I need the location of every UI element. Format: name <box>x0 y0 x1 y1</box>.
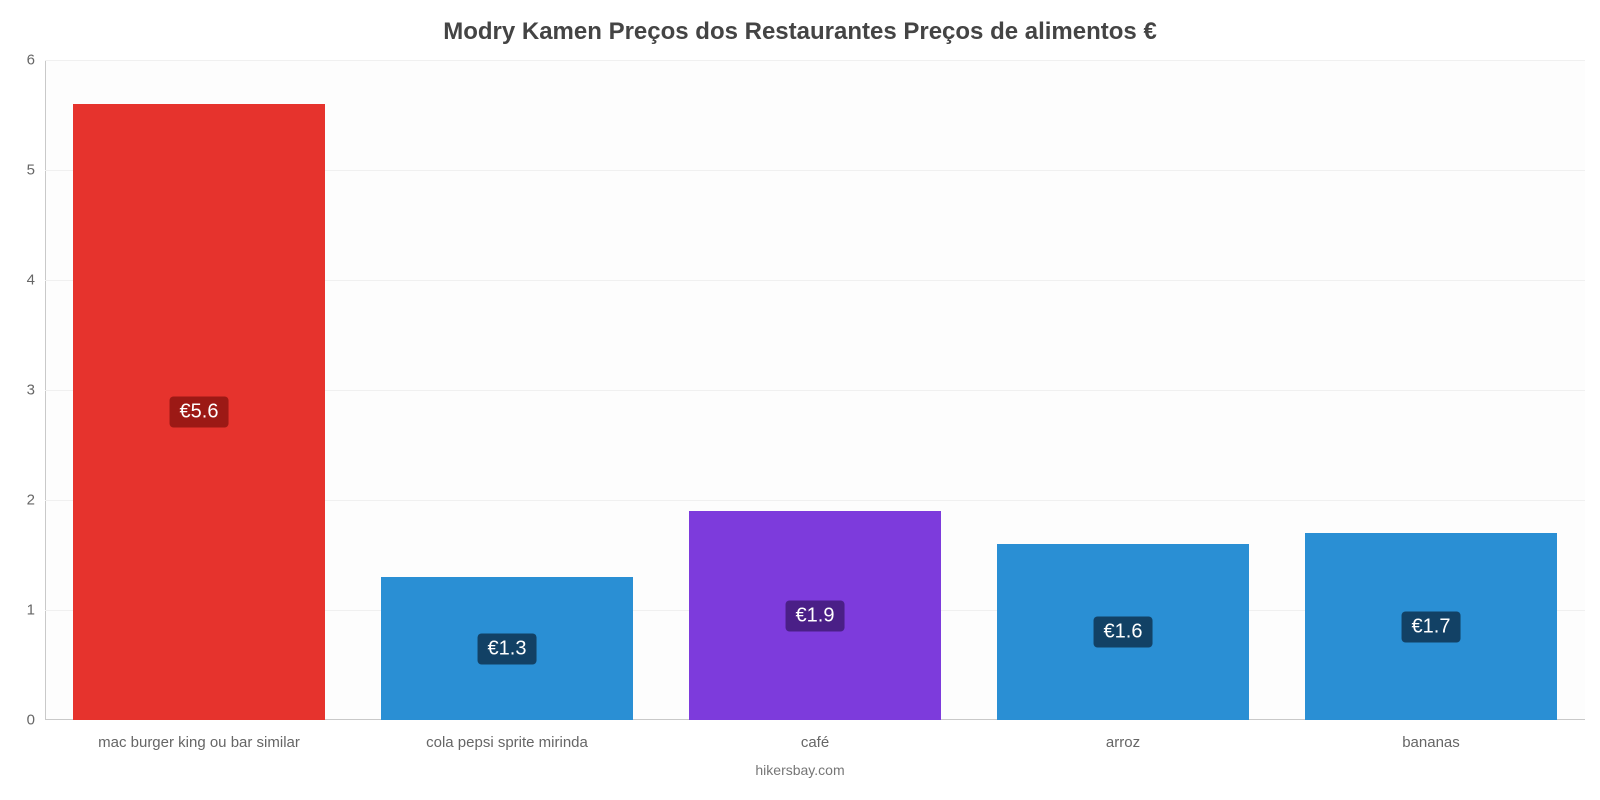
y-tick-label: 1 <box>27 602 45 619</box>
x-tick-label: arroz <box>1106 720 1140 751</box>
y-tick-label: 3 <box>27 382 45 399</box>
x-tick-label: mac burger king ou bar similar <box>98 720 300 751</box>
y-tick-label: 0 <box>27 712 45 729</box>
y-tick-label: 2 <box>27 492 45 509</box>
value-label: €5.6 <box>170 397 229 428</box>
chart-title: Modry Kamen Preços dos Restaurantes Preç… <box>0 0 1600 46</box>
y-tick-label: 5 <box>27 162 45 179</box>
chart-container: Modry Kamen Preços dos Restaurantes Preç… <box>0 0 1600 800</box>
value-label: €1.3 <box>478 633 537 664</box>
value-label: €1.6 <box>1094 617 1153 648</box>
x-tick-label: bananas <box>1402 720 1460 751</box>
gridline <box>45 60 1585 61</box>
x-tick-label: café <box>801 720 829 751</box>
y-tick-label: 4 <box>27 272 45 289</box>
plot-area: 0123456€5.6mac burger king ou bar simila… <box>45 60 1585 720</box>
y-tick-label: 6 <box>27 52 45 69</box>
value-label: €1.7 <box>1402 611 1461 642</box>
value-label: €1.9 <box>786 600 845 631</box>
credit-text: hikersbay.com <box>755 762 844 778</box>
x-tick-label: cola pepsi sprite mirinda <box>426 720 588 751</box>
